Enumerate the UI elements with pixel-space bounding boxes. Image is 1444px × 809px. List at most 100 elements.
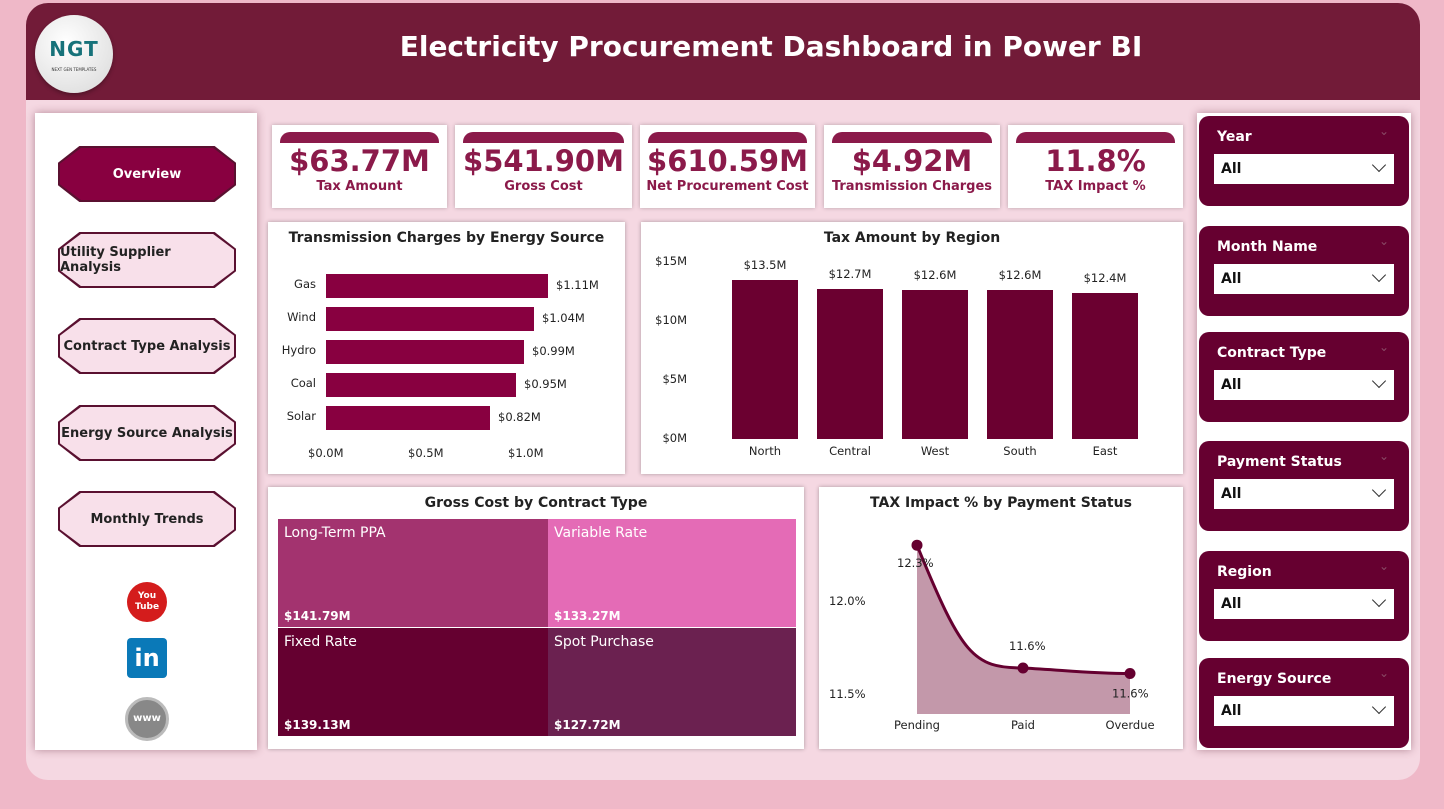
chart-title: Transmission Charges by Energy Source	[288, 230, 605, 246]
bar-coal[interactable]	[326, 373, 516, 397]
treemap-tile-variable-rate[interactable]: Variable Rate $133.27M	[548, 519, 796, 627]
bar-central[interactable]	[817, 289, 883, 439]
slicer-label: Contract Type	[1217, 345, 1327, 361]
slicer-label: Region	[1217, 564, 1272, 580]
area-fill	[917, 545, 1130, 714]
kpi-card: $63.77M Tax Amount	[272, 125, 447, 208]
data-label: $12.6M	[998, 268, 1042, 283]
bar-hydro[interactable]	[326, 340, 524, 364]
dropdown-value: All	[1221, 161, 1242, 177]
collapse-chevron-icon[interactable]: ⌄	[1378, 234, 1389, 248]
y-tick: $10M	[655, 313, 687, 327]
tile-name: Spot Purchase	[554, 634, 654, 650]
kpi-value: $63.77M	[289, 144, 430, 178]
nav-button-overview[interactable]: Overview	[58, 146, 236, 202]
data-label: $12.4M	[1083, 270, 1127, 285]
collapse-chevron-icon[interactable]: ⌄	[1378, 449, 1389, 463]
nav-button-energy-source-analysis[interactable]: Energy Source Analysis	[58, 405, 236, 461]
category-label: Pending	[894, 718, 940, 732]
bar-west[interactable]	[902, 290, 968, 439]
treemap-tile-long-term-ppa[interactable]: Long-Term PPA $141.79M	[278, 519, 551, 627]
nav-label: Overview	[60, 148, 234, 200]
data-point-overdue	[1124, 668, 1136, 680]
category-label: Central	[829, 444, 871, 458]
nav-button-contract-type-analysis[interactable]: Contract Type Analysis	[58, 318, 236, 374]
kpi-value: 11.8%	[1045, 144, 1146, 178]
data-label: 12.3%	[897, 556, 934, 570]
bar-solar[interactable]	[326, 406, 490, 430]
data-label: $12.7M	[828, 267, 872, 282]
dropdown-value: All	[1221, 271, 1242, 287]
data-label: $0.82M	[498, 410, 541, 424]
data-label: $12.6M	[913, 268, 957, 283]
tile-name: Long-Term PPA	[284, 525, 386, 541]
kpi-value: $541.90M	[463, 144, 624, 178]
tile-value: $139.13M	[284, 718, 351, 732]
nav-button-monthly-trends[interactable]: Monthly Trends	[58, 491, 236, 547]
slicer-dropdown[interactable]: All	[1214, 589, 1394, 619]
kpi-value: $610.59M	[647, 144, 808, 178]
data-label: $1.04M	[542, 311, 585, 325]
category-label: South	[1003, 444, 1037, 458]
tile-value: $127.72M	[554, 718, 621, 732]
treemap-tile-fixed-rate[interactable]: Fixed Rate $139.13M	[278, 628, 551, 736]
bar-wind[interactable]	[326, 307, 534, 331]
kpi-label: Tax Amount	[316, 179, 403, 194]
slicer-dropdown[interactable]: All	[1214, 479, 1394, 509]
collapse-chevron-icon[interactable]: ⌄	[1378, 559, 1389, 573]
category-label: Gas	[294, 277, 316, 291]
dropdown-value: All	[1221, 377, 1242, 393]
bar-south[interactable]	[987, 290, 1053, 439]
slicer-dropdown[interactable]: All	[1214, 154, 1394, 184]
chart-title: Tax Amount by Region	[823, 230, 1001, 246]
header-bar	[26, 3, 1420, 100]
tile-value: $133.27M	[554, 609, 621, 623]
slicer-dropdown[interactable]: All	[1214, 370, 1394, 400]
slicer-label: Energy Source	[1217, 671, 1332, 687]
y-tick: $15M	[655, 254, 687, 268]
tax-region-chart: Tax Amount by Region $0M $5M $10M $15M $13.5…	[641, 222, 1183, 474]
logo-text: NGT	[49, 37, 99, 61]
collapse-chevron-icon[interactable]: ⌄	[1378, 666, 1389, 680]
category-label: Solar	[286, 409, 316, 423]
globe-icon[interactable]: www	[125, 697, 169, 741]
page-title: Electricity Procurement Dashboard in Pow…	[399, 30, 1143, 63]
category-label: East	[1092, 444, 1118, 458]
kpi-accent-bar	[280, 132, 439, 143]
tile-name: Variable Rate	[554, 525, 648, 541]
kpi-accent-bar	[463, 132, 624, 143]
data-label: $13.5M	[743, 257, 787, 272]
youtube-icon[interactable]: You Tube	[127, 582, 167, 622]
data-label: 11.6%	[1009, 639, 1046, 653]
collapse-chevron-icon[interactable]: ⌄	[1378, 340, 1389, 354]
y-tick: 12.0%	[829, 594, 866, 608]
collapse-chevron-icon[interactable]: ⌄	[1378, 124, 1389, 138]
data-label: 11.6%	[1112, 687, 1149, 701]
y-tick: 11.5%	[829, 687, 866, 701]
nav-label: Monthly Trends	[60, 493, 234, 545]
chevron-down-icon	[1371, 267, 1387, 283]
slicer-energy-source: Energy Source ⌄ All	[1199, 658, 1409, 748]
slicer-dropdown[interactable]: All	[1214, 696, 1394, 726]
tax-impact-chart: TAX Impact % by Payment Status 12.3% 11.6…	[819, 487, 1183, 749]
slicer-dropdown[interactable]: All	[1214, 264, 1394, 294]
y-tick: $0M	[662, 431, 687, 445]
dropdown-value: All	[1221, 703, 1242, 719]
bar-north[interactable]	[732, 279, 798, 439]
bar-east[interactable]	[1072, 292, 1138, 439]
bar-gas[interactable]	[326, 274, 548, 298]
kpi-accent-bar	[1016, 132, 1175, 143]
data-label: $0.99M	[532, 344, 575, 358]
ngt-logo: NGT NEXT GEN TEMPLATES	[35, 15, 113, 93]
nav-button-utility-supplier-analysis[interactable]: Utility Supplier Analysis	[58, 232, 236, 288]
nav-label: Energy Source Analysis	[60, 407, 234, 459]
category-label: West	[920, 444, 950, 458]
kpi-label: Net Procurement Cost	[646, 179, 809, 194]
data-label: $0.95M	[524, 377, 567, 391]
treemap-tile-spot-purchase[interactable]: Spot Purchase $127.72M	[548, 628, 796, 736]
x-tick: $0.5M	[408, 446, 444, 460]
dropdown-value: All	[1221, 596, 1242, 612]
kpi-card: $4.92M Transmission Charges	[824, 125, 1000, 208]
logo-subtext: NEXT GEN TEMPLATES	[51, 67, 97, 72]
linkedin-icon[interactable]: in	[127, 638, 167, 678]
